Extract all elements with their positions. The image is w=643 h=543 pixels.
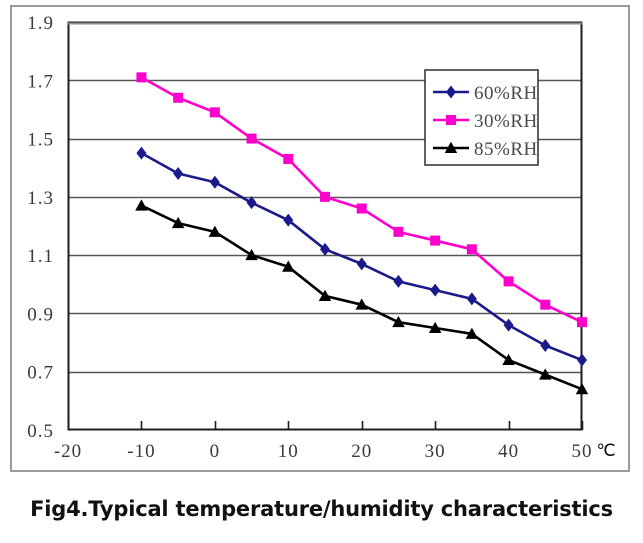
x-tick-label: 0 xyxy=(210,441,221,462)
legend-marker-diamond-icon xyxy=(446,85,456,99)
y-tick-label: 1.9 xyxy=(27,13,54,34)
x-tick-label: -10 xyxy=(127,441,155,462)
series-60pctrh xyxy=(136,146,587,367)
x-tick-label: 20 xyxy=(351,441,372,462)
data-point-marker xyxy=(356,257,367,271)
data-point-marker xyxy=(136,72,147,83)
legend-label: 30%RH xyxy=(474,111,538,132)
data-point-marker xyxy=(208,225,222,237)
legend-label: 60%RH xyxy=(474,83,538,104)
x-tick-label: 50 xyxy=(572,441,593,462)
data-point-marker xyxy=(209,175,220,189)
data-point-marker xyxy=(136,146,147,160)
data-point-marker xyxy=(539,368,552,380)
legend-item-85pctrh[interactable]: 85%RH xyxy=(433,139,538,160)
y-tick-label: 0.7 xyxy=(27,363,54,384)
data-point-marker xyxy=(502,353,515,366)
chart-plot: 1.9 1.7 1.5 1.3 1.1 0.9 0.7 0.5 -20 -10 0 10 20 30 40… xyxy=(27,13,616,462)
data-point-marker xyxy=(209,107,220,118)
data-point-marker xyxy=(465,327,479,339)
data-point-marker xyxy=(503,276,514,287)
data-point-marker xyxy=(540,338,551,352)
data-point-marker xyxy=(356,203,367,214)
plot-area-border xyxy=(67,21,583,431)
data-point-marker xyxy=(430,283,441,297)
data-point-marker xyxy=(392,315,405,328)
data-point-marker xyxy=(393,274,404,288)
series-30pctrh xyxy=(136,72,587,328)
data-point-marker xyxy=(283,153,294,164)
data-point-marker xyxy=(283,213,294,227)
legend-label: 85%RH xyxy=(474,139,538,160)
x-tick-label: 30 xyxy=(425,441,446,462)
y-axis-tick-labels: 1.9 1.7 1.5 1.3 1.1 0.9 0.7 0.5 xyxy=(27,13,54,442)
data-point-marker xyxy=(246,196,257,210)
data-point-marker xyxy=(428,321,442,333)
figure-caption: Fig4.Typical temperature/humidity charac… xyxy=(30,497,613,521)
legend-marker-square-icon xyxy=(446,115,456,125)
x-tick-label: 40 xyxy=(498,441,519,462)
data-point-marker xyxy=(393,226,404,237)
x-axis-tick-labels: -20 -10 0 10 20 30 40 50 ℃ xyxy=(54,441,616,462)
x-axis-ticks xyxy=(67,421,584,430)
data-point-marker xyxy=(503,318,514,332)
data-point-marker xyxy=(246,133,257,144)
legend-item-60pctrh[interactable]: 60%RH xyxy=(433,83,538,104)
y-tick-label: 0.9 xyxy=(27,304,54,325)
data-point-marker xyxy=(320,242,330,256)
data-point-marker xyxy=(282,260,295,272)
data-point-marker xyxy=(320,191,330,202)
data-point-marker xyxy=(577,317,587,328)
data-point-marker xyxy=(466,244,477,255)
x-tick-label: 10 xyxy=(278,441,299,462)
y-tick-label: 1.1 xyxy=(27,246,54,267)
chart-legend: 60%RH 30%RH 85%RH xyxy=(424,69,539,166)
y-tick-label: 1.5 xyxy=(27,130,54,151)
series-line xyxy=(140,151,584,362)
data-point-marker xyxy=(318,289,332,301)
series-line xyxy=(140,204,584,391)
legend-item-30pctrh[interactable]: 30%RH xyxy=(433,111,538,132)
series-85pctrh xyxy=(135,199,589,395)
data-point-marker xyxy=(173,167,184,181)
data-point-marker xyxy=(575,382,589,395)
data-point-marker xyxy=(540,299,551,310)
data-point-marker xyxy=(173,92,184,103)
data-point-marker xyxy=(171,216,185,229)
x-tick-label: -20 xyxy=(54,441,82,462)
data-point-marker xyxy=(466,292,477,306)
x-axis-unit-label: ℃ xyxy=(596,441,615,460)
data-point-marker xyxy=(135,199,148,211)
data-series-group xyxy=(135,72,589,395)
data-point-marker xyxy=(245,248,258,261)
data-point-marker xyxy=(577,353,587,367)
data-point-marker xyxy=(355,298,368,310)
legend-marker-triangle-icon xyxy=(444,141,458,153)
y-tick-label: 1.7 xyxy=(27,71,54,92)
data-point-marker xyxy=(430,235,441,246)
y-tick-label: 1.3 xyxy=(27,188,54,209)
y-tick-label: 0.5 xyxy=(27,421,54,442)
